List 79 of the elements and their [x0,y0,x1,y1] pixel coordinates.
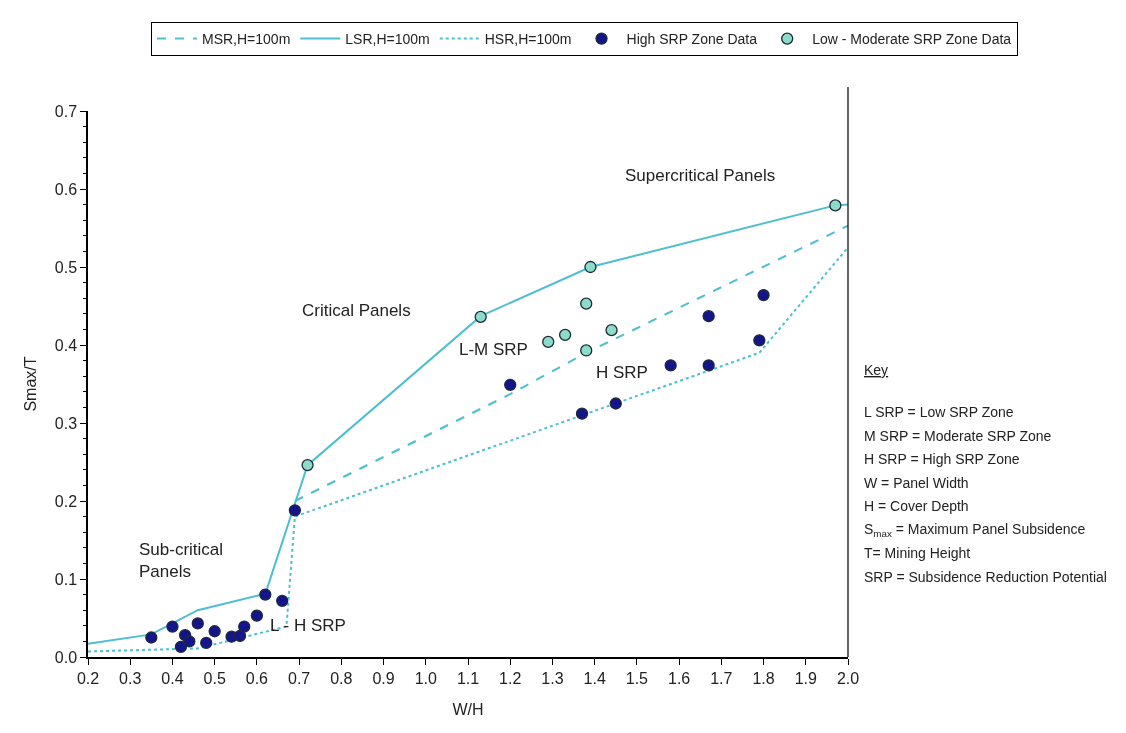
point [605,324,618,337]
annotation: Supercritical Panels [625,166,776,185]
point [702,359,715,372]
text: Key [864,362,889,378]
point [829,199,842,212]
x-tick-label: 1.4 [583,669,606,687]
point [238,620,251,633]
annotation: L-M SRP [459,340,528,359]
point [753,334,766,347]
y-tick-label: 0.7 [54,102,78,120]
point [301,458,314,472]
legend-label: Low - Moderate SRP Zone Data [812,31,1012,48]
x-tick-label: 0.2 [76,669,100,687]
point [145,631,158,644]
y-tick-label: 0.4 [54,336,78,354]
text: M SRP = Moderate SRP Zone [864,428,1052,444]
text: S$_{max}$ = Maximum Panel Subsidence [864,521,1086,539]
x-tick-label: 1.0 [414,669,437,687]
point [259,588,272,601]
legend-label: HSR,H=100m [484,31,572,48]
point [558,328,572,342]
point [166,620,179,633]
x-tick-label: 1.6 [667,669,691,687]
point [609,397,622,410]
point [183,635,196,648]
point [542,335,555,349]
x-tick-label: 0.4 [161,669,184,687]
y-tick-label: 0.1 [54,570,78,588]
point [191,617,204,630]
x-tick-label: 1.7 [710,669,733,687]
point [580,297,593,310]
point [580,344,593,357]
legend-label: MSR,H=100m [202,31,291,48]
point [474,310,487,324]
y-tick-label: 0.2 [54,492,78,510]
y-axis-title: Smax/T [22,356,40,412]
x-tick-label: 1.9 [794,669,817,687]
point [233,629,247,643]
point [702,309,715,323]
point [584,260,597,274]
text: W = Panel Width [864,475,969,491]
point [208,625,221,638]
legend-label: High SRP Zone Data [626,31,758,48]
text: SRP = Subsidence Reduction Potential [864,569,1107,585]
point [288,504,302,517]
text: H SRP = High SRP Zone [864,451,1020,467]
x-tick-label: 0.6 [245,669,269,687]
x-tick-label: 0.3 [119,669,142,687]
point [504,378,517,391]
x-tick-label: 1.1 [456,669,480,687]
x-tick-label: 0.7 [287,669,311,687]
annotation: H SRP [596,363,648,382]
x-tick-label: 1.2 [499,669,522,687]
point [250,609,264,622]
point [757,288,770,302]
y-tick-label: 0.5 [54,258,78,276]
point [174,640,188,654]
y-tick-label: 0.3 [54,414,78,432]
point [664,359,677,372]
y-tick-label: 0.6 [54,180,78,198]
annotation: Critical Panels [302,301,411,320]
annotation: L - H SRP [270,616,346,635]
legend-label: LSR,H=100m [345,31,430,48]
text: H = Cover Depth [864,498,969,514]
x-tick-label: 0.9 [372,669,395,687]
x-tick-label: 1.8 [752,669,775,687]
x-tick-label: 0.8 [330,669,353,687]
x-tick-label: 1.5 [625,669,649,687]
text: L SRP = Low SRP Zone [864,404,1014,420]
x-axis-title: W/H [452,701,484,719]
point [276,594,289,607]
x-tick-label: 0.5 [203,669,226,687]
x-tick-label: 2.0 [836,669,860,687]
text: T= Mining Height [864,545,971,561]
x-tick-label: 1.3 [541,669,564,687]
y-tick-label: 0.0 [54,648,78,666]
annotation: Sub-critical Panels [139,540,224,582]
point [200,636,213,650]
point [575,407,589,420]
